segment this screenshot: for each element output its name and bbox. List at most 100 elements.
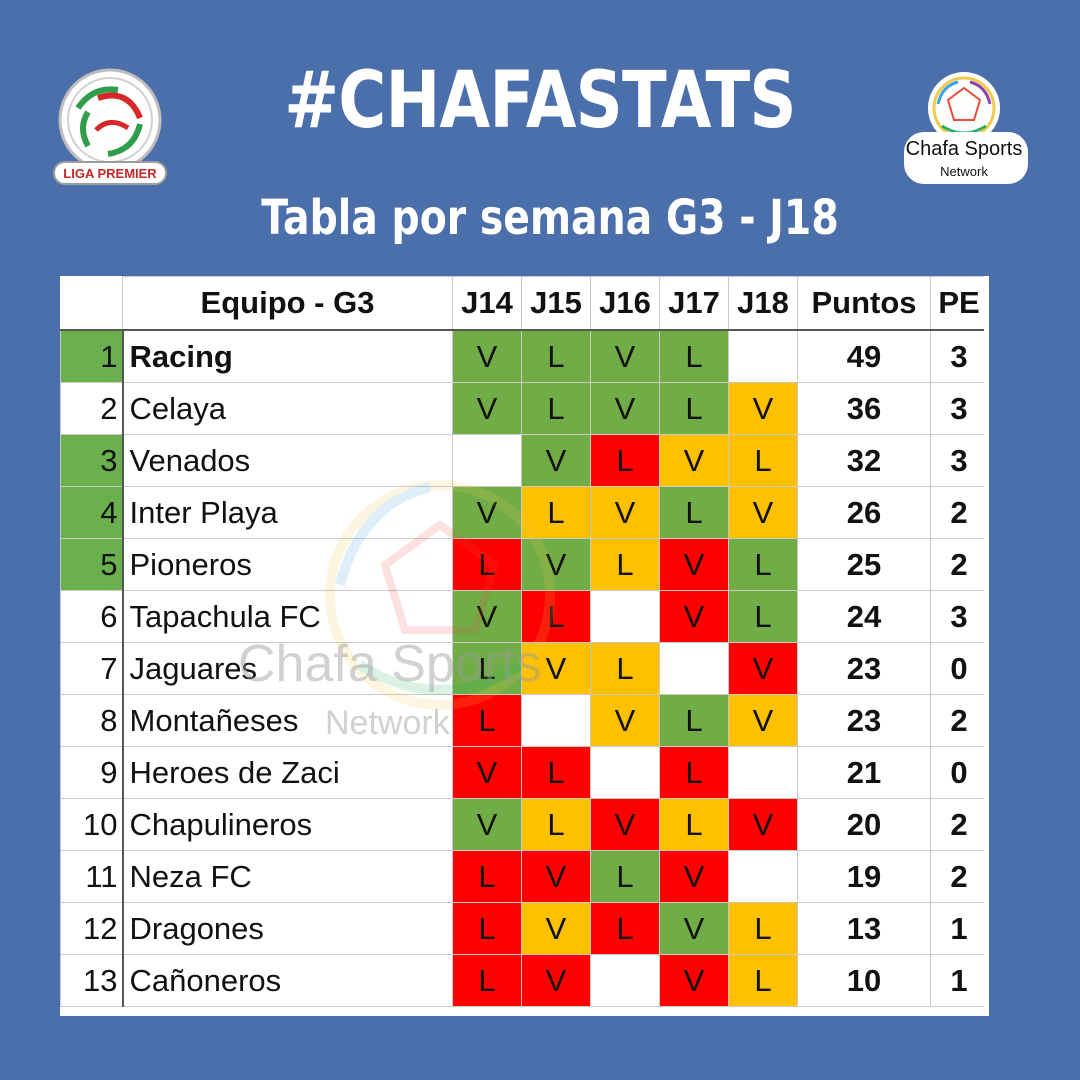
week-result-cell: V [590,329,660,383]
week-result-cell: L [452,538,522,591]
week-result-cell: L [659,486,729,539]
week-result-cell: L [452,902,522,955]
team-name-cell: Heroes de Zaci [121,746,453,799]
table-row: 9 Heroes de Zaci V L L 21 0 [60,746,988,799]
pe-cell: 2 [930,694,988,747]
week-result-cell: L [590,850,660,903]
week-result-cell: V [521,902,591,955]
pe-cell: 0 [930,642,988,695]
week-result-cell: V [728,642,798,695]
week-result-cell [590,590,660,643]
pe-cell: 2 [930,798,988,851]
rank-cell: 10 [60,798,123,851]
team-name-cell: Celaya [121,382,453,435]
pe-cell: 2 [930,850,988,903]
week-result-cell: V [521,850,591,903]
rank-cell: 4 [60,486,123,539]
points-cell: 13 [797,902,931,955]
table-row: 13 Cañoneros L V V L 10 1 [60,954,988,1007]
week-result-cell: L [728,434,798,487]
week-result-cell: V [728,382,798,435]
week-result-cell: V [452,798,522,851]
pe-cell: 3 [930,590,988,643]
header-pe: PE [930,276,988,331]
week-result-cell: V [659,954,729,1007]
week-result-cell: L [659,798,729,851]
week-result-cell: L [659,329,729,383]
week-result-cell: V [659,850,729,903]
table-row: 6 Tapachula FC V L V L 24 3 [60,590,988,643]
points-cell: 32 [797,434,931,487]
chafa-sports-logo: Chafa Sports Network [902,70,1030,186]
week-result-cell: V [728,798,798,851]
week-result-cell [452,434,522,487]
rank-cell: 1 [60,329,123,383]
points-cell: 21 [797,746,931,799]
team-name-cell: Cañoneros [121,954,453,1007]
points-cell: 19 [797,850,931,903]
points-cell: 24 [797,590,931,643]
week-result-cell: V [728,694,798,747]
team-name-cell: Chapulineros [121,798,453,851]
table-row: 11 Neza FC L V L V 19 2 [60,850,988,903]
week-result-cell: L [452,850,522,903]
week-result-cell: V [452,590,522,643]
pe-cell: 2 [930,538,988,591]
week-result-cell: L [659,382,729,435]
week-result-cell: L [728,590,798,643]
week-result-cell: V [521,538,591,591]
table-row: 12 Dragones L V L V L 13 1 [60,902,988,955]
pe-cell: 3 [930,382,988,435]
rank-cell: 8 [60,694,123,747]
rank-cell: 9 [60,746,123,799]
points-cell: 36 [797,382,931,435]
week-result-cell: L [452,694,522,747]
points-cell: 10 [797,954,931,1007]
week-result-cell [521,694,591,747]
points-cell: 25 [797,538,931,591]
rank-cell: 12 [60,902,123,955]
table-row: 8 Montañeses L V L V 23 2 [60,694,988,747]
week-result-cell: L [590,434,660,487]
week-result-cell: L [659,746,729,799]
header-week: J15 [521,276,591,331]
table-row: 2 Celaya V L V L V 36 3 [60,382,988,435]
table-row: 10 Chapulineros V L V L V 20 2 [60,798,988,851]
header-week: J16 [590,276,660,331]
week-result-cell: V [659,538,729,591]
page-title: #CHAFASTATS [284,56,796,146]
week-result-cell: L [521,486,591,539]
table-row: 1 Racing V L V L 49 3 [60,329,988,383]
week-result-cell: L [590,642,660,695]
rank-cell: 7 [60,642,123,695]
week-result-cell: L [590,902,660,955]
week-result-cell: L [590,538,660,591]
week-result-cell: V [590,798,660,851]
team-name-cell: Montañeses [121,694,453,747]
week-result-cell: V [659,590,729,643]
table-header-row: Equipo - G3 J14 J15 J16 J17 J18 Puntos P… [60,276,988,331]
week-result-cell: V [590,486,660,539]
week-result-cell: L [521,382,591,435]
header-points: Puntos [797,276,931,331]
header-week: J17 [659,276,729,331]
week-result-cell: L [452,954,522,1007]
pe-cell: 2 [930,486,988,539]
team-name-cell: Tapachula FC [121,590,453,643]
week-result-cell: L [521,590,591,643]
team-name-cell: Pioneros [121,538,453,591]
week-result-cell: V [728,486,798,539]
header-team: Equipo - G3 [122,276,453,331]
rank-cell: 11 [60,850,123,903]
week-result-cell: V [659,434,729,487]
header-rank-blank [60,276,123,331]
team-name-cell: Jaguares [121,642,453,695]
standings-table: Equipo - G3 J14 J15 J16 J17 J18 Puntos P… [60,276,988,1007]
team-name-cell: Venados [121,434,453,487]
points-cell: 23 [797,694,931,747]
week-result-cell: L [728,954,798,1007]
week-result-cell: V [521,954,591,1007]
team-name-cell: Inter Playa [121,486,453,539]
points-cell: 26 [797,486,931,539]
rank-cell: 6 [60,590,123,643]
